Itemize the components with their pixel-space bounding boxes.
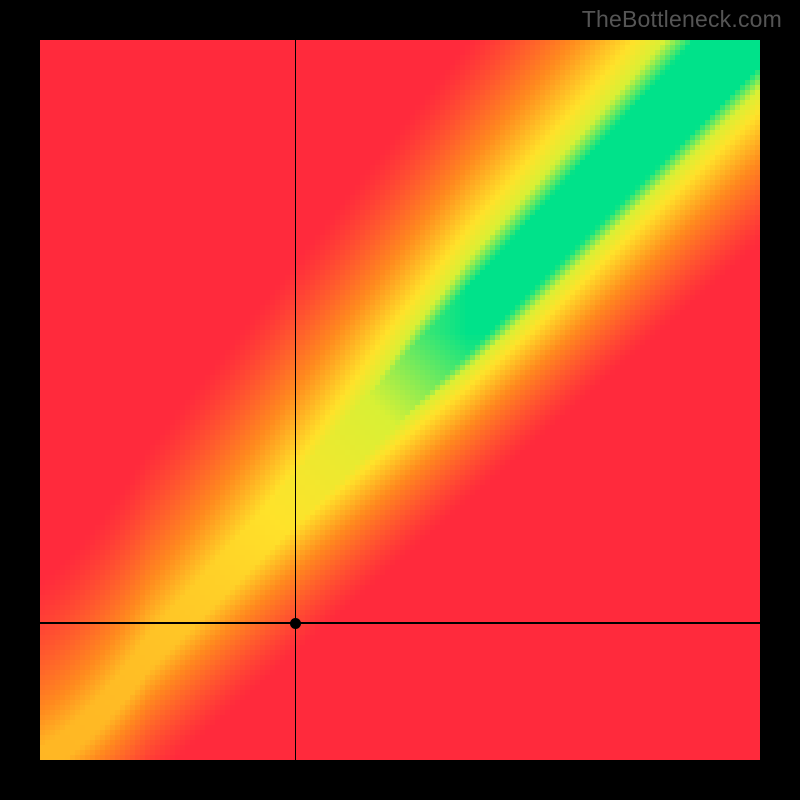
border-left xyxy=(0,0,40,800)
crosshair-vertical xyxy=(295,40,297,760)
border-bottom xyxy=(0,760,800,800)
heatmap-plot xyxy=(40,40,760,760)
heatmap-canvas xyxy=(40,40,760,760)
chart-container: TheBottleneck.com xyxy=(0,0,800,800)
crosshair-marker xyxy=(290,618,301,629)
crosshair-horizontal xyxy=(40,622,760,624)
border-right xyxy=(760,0,800,800)
watermark-text: TheBottleneck.com xyxy=(582,6,782,33)
